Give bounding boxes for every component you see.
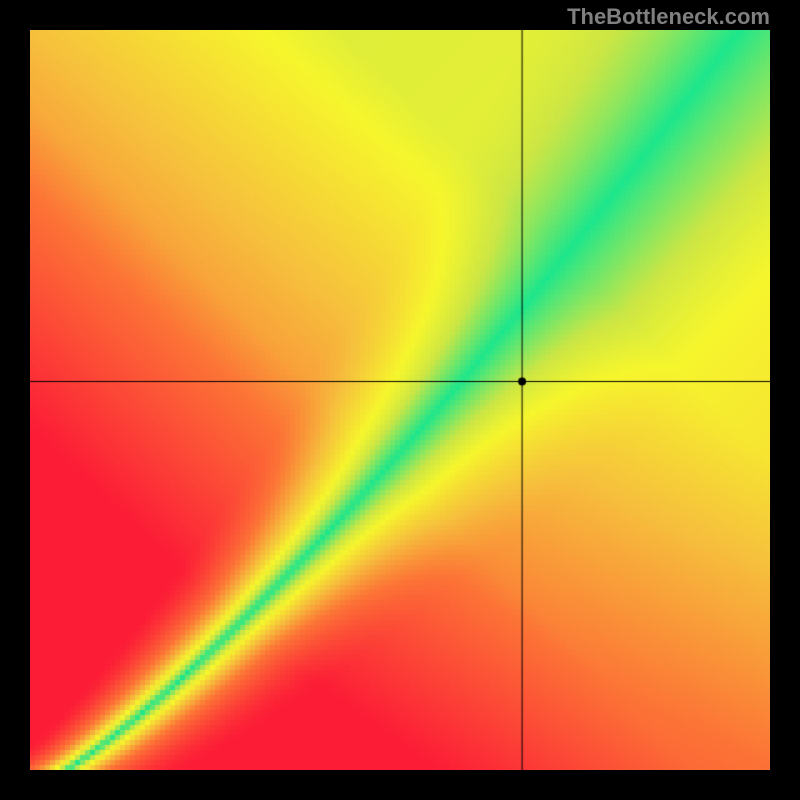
- watermark-text: TheBottleneck.com: [567, 4, 770, 30]
- chart-container: TheBottleneck.com: [0, 0, 800, 800]
- heatmap-plot: [30, 30, 770, 770]
- heatmap-canvas: [30, 30, 770, 770]
